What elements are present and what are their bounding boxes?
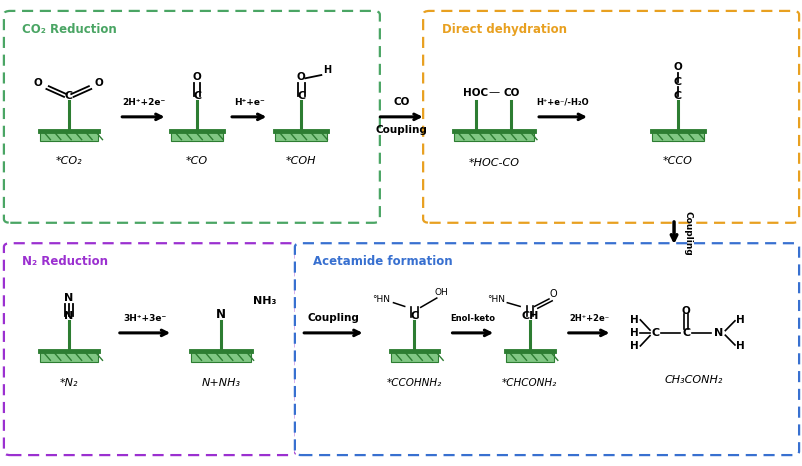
- Text: H: H: [735, 341, 744, 351]
- Text: 3H⁺+3e⁻: 3H⁺+3e⁻: [124, 314, 166, 322]
- Text: OH: OH: [434, 288, 448, 297]
- FancyBboxPatch shape: [423, 11, 798, 223]
- Bar: [391, 351, 437, 362]
- Text: *CO₂: *CO₂: [55, 156, 82, 166]
- Text: C: C: [410, 311, 418, 321]
- Text: C: C: [673, 90, 681, 101]
- Text: CH: CH: [520, 311, 538, 321]
- Bar: [40, 131, 98, 141]
- Text: O: O: [95, 77, 103, 88]
- Text: NH₃: NH₃: [253, 296, 276, 307]
- Text: H: H: [735, 315, 744, 325]
- Text: *HOC-CO: *HOC-CO: [468, 158, 519, 168]
- Text: H⁺+e⁻: H⁺+e⁻: [233, 97, 264, 107]
- Text: N: N: [64, 293, 73, 303]
- Text: C: C: [65, 90, 73, 101]
- Text: *COH: *COH: [286, 156, 316, 166]
- Bar: [453, 131, 533, 141]
- Bar: [505, 351, 553, 362]
- Text: H: H: [322, 65, 330, 75]
- Text: CO: CO: [393, 96, 409, 107]
- Text: *CHCONH₂: *CHCONH₂: [501, 378, 557, 389]
- Text: Coupling: Coupling: [683, 211, 692, 255]
- Bar: [651, 131, 703, 141]
- Bar: [171, 131, 223, 141]
- Text: H: H: [629, 341, 638, 351]
- Text: *N₂: *N₂: [59, 378, 78, 389]
- FancyBboxPatch shape: [294, 243, 798, 455]
- Text: N₂ Reduction: N₂ Reduction: [22, 255, 108, 268]
- Text: C: C: [297, 90, 305, 101]
- Text: Acetamide formation: Acetamide formation: [313, 255, 452, 268]
- Text: O: O: [297, 72, 306, 82]
- Text: *CCO: *CCO: [662, 156, 692, 166]
- Text: 2H⁺+2e⁻: 2H⁺+2e⁻: [122, 97, 164, 107]
- Bar: [275, 131, 327, 141]
- Text: Coupling: Coupling: [307, 313, 358, 322]
- Text: C: C: [681, 328, 689, 338]
- FancyBboxPatch shape: [4, 243, 295, 455]
- Text: N: N: [713, 328, 722, 338]
- Text: Enol-keto: Enol-keto: [450, 314, 495, 322]
- Text: O: O: [681, 306, 690, 315]
- Text: *CO: *CO: [186, 156, 208, 166]
- FancyBboxPatch shape: [4, 11, 379, 223]
- Text: O: O: [192, 72, 201, 82]
- Text: N: N: [216, 308, 226, 321]
- Text: H⁺+e⁻/-H₂O: H⁺+e⁻/-H₂O: [536, 97, 589, 107]
- Text: O: O: [673, 62, 682, 72]
- Bar: [191, 351, 251, 362]
- Text: —: —: [488, 87, 499, 97]
- Text: *CCOHNH₂: *CCOHNH₂: [387, 378, 441, 389]
- Text: C: C: [192, 90, 201, 101]
- Text: C: C: [673, 76, 681, 87]
- Text: Coupling: Coupling: [375, 125, 427, 135]
- Text: HOC: HOC: [463, 88, 488, 98]
- Text: CO: CO: [503, 88, 519, 98]
- Text: CH₃CONH₂: CH₃CONH₂: [664, 375, 723, 385]
- Text: O: O: [549, 289, 557, 299]
- Text: Direct dehydration: Direct dehydration: [441, 23, 566, 36]
- Bar: [40, 351, 98, 362]
- Text: H: H: [629, 328, 638, 338]
- Text: °HN: °HN: [487, 295, 504, 304]
- Text: N: N: [64, 311, 73, 321]
- Text: N+NH₃: N+NH₃: [201, 378, 241, 389]
- Text: CO₂ Reduction: CO₂ Reduction: [22, 23, 117, 36]
- Text: O: O: [34, 77, 43, 88]
- Text: C: C: [650, 328, 659, 338]
- Text: H: H: [629, 315, 638, 325]
- Text: °HN: °HN: [371, 295, 389, 304]
- Text: 2H⁺+2e⁻: 2H⁺+2e⁻: [569, 314, 609, 322]
